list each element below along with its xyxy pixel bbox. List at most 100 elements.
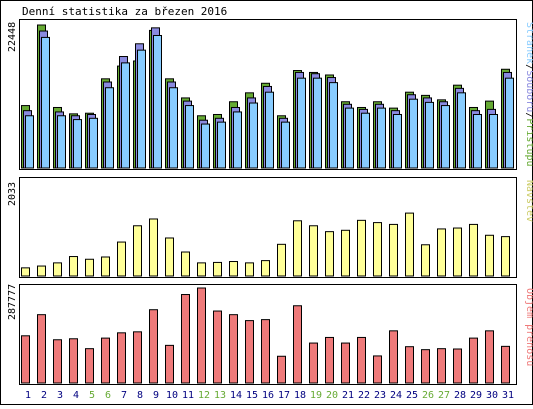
- transfer-bar-day-15: [245, 320, 254, 384]
- day-label-23: 23: [374, 390, 386, 401]
- bottom-max-label: 287777: [7, 284, 18, 320]
- transfer-bar-day-1: [21, 335, 30, 384]
- transfer-bar-day-24: [389, 330, 398, 384]
- transfer-bar-day-9: [149, 309, 158, 384]
- day-label-18: 18: [294, 390, 306, 401]
- transfer-bar-day-10: [165, 344, 174, 384]
- middle-legend: Návštěv: [524, 180, 533, 222]
- transfer-bar-day-18: [293, 305, 302, 384]
- transfer-bar-day-14: [229, 314, 238, 384]
- visits-bar-day-19: [309, 225, 318, 277]
- pages-bar-day-23: [377, 107, 386, 169]
- visits-bar-day-14: [229, 261, 238, 277]
- pages-bar-day-4: [73, 119, 82, 169]
- pages-bar-day-2: [41, 36, 50, 169]
- transfer-bar-day-19: [309, 342, 318, 384]
- visits-bar-day-6: [101, 256, 110, 277]
- visits-bar-day-1: [21, 267, 30, 277]
- day-label-25: 25: [406, 390, 418, 401]
- day-label-26: 26: [422, 390, 434, 401]
- visits-bar-day-7: [117, 241, 126, 277]
- day-label-30: 30: [486, 390, 498, 401]
- day-label-22: 22: [358, 390, 370, 401]
- day-label-15: 15: [246, 390, 258, 401]
- pages-bar-day-5: [89, 117, 98, 169]
- transfer-bar-day-2: [37, 314, 46, 384]
- visits-bar-day-15: [245, 262, 254, 277]
- transfer-bar-day-29: [469, 337, 478, 384]
- pages-bar-day-26: [425, 101, 434, 169]
- day-label-10: 10: [166, 390, 178, 401]
- day-label-19: 19: [310, 390, 322, 401]
- visits-bar-day-17: [277, 243, 286, 277]
- day-label-6: 6: [105, 390, 111, 401]
- chart-title: Denní statistika za březen 2016: [22, 5, 227, 18]
- day-label-28: 28: [454, 390, 466, 401]
- top-legend-part-1: /: [524, 64, 533, 70]
- pages-bar-day-8: [137, 49, 146, 169]
- pages-bar-day-19: [313, 77, 322, 169]
- transfer-bar-day-27: [437, 348, 446, 384]
- pages-bar-day-15: [249, 102, 258, 169]
- day-label-21: 21: [342, 390, 354, 401]
- transfer-bar-day-22: [357, 336, 366, 384]
- day-label-12: 12: [198, 390, 210, 401]
- pages-bar-day-6: [105, 87, 114, 169]
- visits-bar-day-31: [501, 236, 510, 277]
- day-label-3: 3: [57, 390, 63, 401]
- transfer-bar-day-21: [341, 342, 350, 384]
- visits-bar-day-18: [293, 220, 302, 277]
- pages-bar-day-12: [201, 123, 210, 169]
- top-panel-bars: [21, 24, 514, 169]
- visits-bar-day-12: [197, 262, 206, 277]
- visits-bar-day-13: [213, 261, 222, 277]
- visits-bar-day-26: [421, 244, 430, 277]
- day-labels: 1 2 3 4 5 6 7 8 9 10 11 12 13 14 15 16 17 18 19 20 21 22 23 24 2…: [25, 390, 514, 401]
- pages-bar-day-16: [265, 91, 274, 169]
- visits-bar-day-16: [261, 260, 270, 277]
- day-label-5: 5: [89, 390, 95, 401]
- day-label-4: 4: [73, 390, 79, 401]
- day-label-2: 2: [41, 390, 47, 401]
- day-label-9: 9: [153, 390, 159, 401]
- top-legend: Stránek/Souborů/Přístupů: [524, 22, 533, 167]
- transfer-bar-day-26: [421, 349, 430, 384]
- visits-bar-day-10: [165, 237, 174, 277]
- day-label-20: 20: [326, 390, 338, 401]
- transfer-bar-day-4: [69, 338, 78, 384]
- day-label-24: 24: [390, 390, 402, 401]
- visits-bar-day-11: [181, 251, 190, 277]
- visits-bar-day-22: [357, 219, 366, 277]
- pages-bar-day-17: [281, 121, 290, 169]
- pages-bar-day-11: [185, 105, 194, 169]
- visits-bar-day-23: [373, 222, 382, 277]
- visits-bar-day-24: [389, 223, 398, 277]
- bottom-legend: Objem přenosu: [524, 288, 533, 366]
- day-label-11: 11: [182, 390, 194, 401]
- visits-bar-day-29: [469, 223, 478, 277]
- day-label-13: 13: [214, 390, 226, 401]
- pages-bar-day-28: [457, 92, 466, 169]
- pages-bar-day-21: [345, 107, 354, 169]
- pages-bar-day-24: [393, 113, 402, 169]
- transfer-bar-day-6: [101, 337, 110, 384]
- pages-bar-day-30: [489, 113, 498, 169]
- pages-bar-day-29: [473, 113, 482, 169]
- pages-bar-day-9: [153, 34, 162, 169]
- pages-bar-day-22: [361, 112, 370, 169]
- visits-bar-day-3: [53, 262, 62, 277]
- transfer-bar-day-13: [213, 310, 222, 384]
- transfer-bar-day-31: [501, 345, 510, 384]
- pages-bar-day-7: [121, 62, 130, 169]
- day-label-1: 1: [25, 390, 31, 401]
- pages-bar-day-13: [217, 121, 226, 169]
- day-label-29: 29: [470, 390, 482, 401]
- day-label-14: 14: [230, 390, 242, 401]
- pages-bar-day-1: [25, 115, 34, 169]
- transfer-bar-day-5: [85, 348, 94, 384]
- top-legend-part-3: /: [524, 112, 533, 118]
- transfer-bar-day-7: [117, 332, 126, 384]
- day-label-16: 16: [262, 390, 274, 401]
- visits-bar-day-30: [485, 234, 494, 277]
